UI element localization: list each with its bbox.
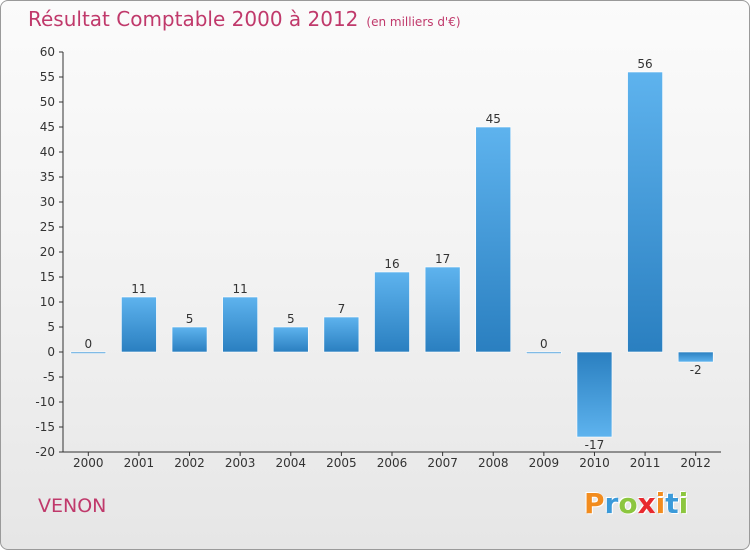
y-tick-label: 50 <box>40 95 55 109</box>
data-label: 17 <box>435 252 450 266</box>
data-label: 56 <box>637 57 652 71</box>
x-tick-label: 2009 <box>529 456 560 470</box>
logo-letter: o <box>618 487 638 520</box>
y-tick-label: 0 <box>47 345 55 359</box>
data-label: 16 <box>384 257 399 271</box>
data-label: -2 <box>690 363 702 377</box>
data-label: 45 <box>486 112 501 126</box>
bar <box>121 296 157 353</box>
y-tick-label: 45 <box>40 120 55 134</box>
chart-subtitle: (en milliers d'€) <box>366 15 461 29</box>
x-tick-label: 2010 <box>579 456 610 470</box>
y-tick-label: 10 <box>40 295 55 309</box>
commune-name: VENON <box>38 495 107 517</box>
data-label: 5 <box>186 312 194 326</box>
y-tick-label: 30 <box>40 195 55 209</box>
x-tick-label: 2000 <box>73 456 104 470</box>
logo-letter: r <box>604 487 619 520</box>
x-tick-label: 2006 <box>377 456 408 470</box>
bar <box>222 296 258 353</box>
y-tick-label: 15 <box>40 270 55 284</box>
logo-letter: t <box>665 487 679 520</box>
y-tick-label: 25 <box>40 220 55 234</box>
y-tick-label: 35 <box>40 170 55 184</box>
y-tick-label: -5 <box>43 370 55 384</box>
x-tick-label: 2007 <box>427 456 458 470</box>
logo-letter: i <box>655 487 666 520</box>
y-tick-label: -20 <box>35 445 55 459</box>
logo-letter: x <box>637 487 656 520</box>
title-text: Résultat Comptable 2000 à 2012 <box>28 7 359 31</box>
y-tick-label: 60 <box>40 45 55 59</box>
x-tick-label: 2002 <box>174 456 205 470</box>
y-tick-label: -10 <box>35 395 55 409</box>
data-label: 11 <box>233 282 248 296</box>
x-tick-label: 2001 <box>124 456 155 470</box>
data-label: 11 <box>131 282 146 296</box>
x-tick-label: 2004 <box>275 456 306 470</box>
bar <box>576 351 613 438</box>
bar <box>475 126 512 353</box>
bar <box>677 351 714 363</box>
bar <box>424 266 461 353</box>
bar <box>171 326 208 353</box>
logo-letter: i <box>678 487 689 520</box>
data-label: 5 <box>287 312 295 326</box>
data-label: 0 <box>540 337 548 351</box>
y-tick-label: 5 <box>47 320 55 334</box>
y-tick-label: 20 <box>40 245 55 259</box>
logo-letter: P <box>584 487 605 520</box>
y-tick-label: 55 <box>40 70 55 84</box>
y-tick-label: -15 <box>35 420 55 434</box>
data-label: 7 <box>338 302 346 316</box>
y-tick-label: 40 <box>40 145 55 159</box>
bar <box>272 326 309 353</box>
bar <box>526 351 562 354</box>
data-label: 0 <box>84 337 92 351</box>
bar <box>627 71 663 353</box>
x-tick-label: 2008 <box>478 456 509 470</box>
proxiti-logo[interactable]: Proxiti <box>584 487 688 520</box>
bar <box>323 316 360 353</box>
x-tick-label: 2012 <box>680 456 711 470</box>
bar <box>374 271 410 353</box>
data-label: -17 <box>585 438 605 452</box>
x-tick-label: 2005 <box>326 456 357 470</box>
x-tick-label: 2003 <box>225 456 256 470</box>
x-tick-label: 2011 <box>630 456 661 470</box>
bar <box>70 351 107 354</box>
chart-title: Résultat Comptable 2000 à 2012 (en millie… <box>28 7 461 31</box>
